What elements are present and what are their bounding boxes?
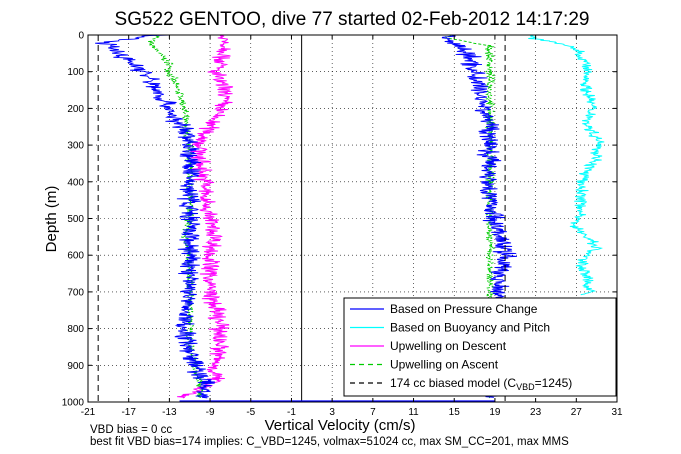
footer-line-1: VBD bias = 0 cc bbox=[90, 424, 172, 436]
legend-label: Upwelling on Descent bbox=[390, 339, 507, 353]
series-line-ascent bbox=[528, 34, 605, 296]
y-tick-label: 900 bbox=[67, 361, 84, 372]
grid bbox=[88, 35, 617, 402]
y-tick-label: 500 bbox=[67, 214, 84, 225]
series-line-descent bbox=[95, 34, 216, 399]
x-axis-label: Vertical Velocity (cm/s) bbox=[265, 417, 416, 434]
y-axis: 0 100 200 300 400 500 600 700 800 900 1000 bbox=[62, 31, 617, 409]
reference-lines bbox=[97, 35, 506, 402]
y-axis-label: Depth (m) bbox=[43, 186, 60, 253]
y-tick-label: 700 bbox=[67, 287, 84, 298]
legend-label: Upwelling on Ascent bbox=[390, 358, 499, 372]
legend-box bbox=[343, 297, 617, 397]
chart-title: SG522 GENTOO, dive 77 started 02-Feb-201… bbox=[115, 9, 590, 30]
x-tick-label: -1 bbox=[287, 407, 296, 418]
x-tick-label: 11 bbox=[408, 407, 419, 418]
x-tick-label: 7 bbox=[370, 407, 376, 418]
legend-label: 174 cc biased model (CVBD=1245) bbox=[390, 376, 572, 392]
series-line-descent bbox=[177, 34, 234, 399]
footer-line-2: best fit VBD bias=174 implies: C_VBD=124… bbox=[90, 436, 569, 448]
legend: Based on Pressure Change Based on Buoyanc… bbox=[343, 297, 617, 397]
y-tick-label: 1000 bbox=[62, 398, 85, 409]
x-tick-label: 3 bbox=[329, 407, 335, 418]
legend-label: Based on Pressure Change bbox=[390, 302, 538, 316]
x-tick-label: -5 bbox=[246, 407, 255, 418]
y-tick-label: 200 bbox=[67, 104, 84, 115]
x-tick-label: 31 bbox=[611, 407, 623, 418]
y-tick-label: 100 bbox=[67, 67, 84, 78]
legend-label: Based on Buoyancy and Pitch bbox=[390, 321, 550, 335]
y-tick-label: 0 bbox=[78, 31, 84, 42]
y-tick-label: 600 bbox=[67, 251, 84, 262]
x-tick-label: -21 bbox=[81, 407, 96, 418]
x-tick-label: 15 bbox=[449, 407, 461, 418]
x-tick-label: -17 bbox=[121, 407, 136, 418]
y-tick-label: 300 bbox=[67, 141, 84, 152]
x-tick-label: -9 bbox=[206, 407, 215, 418]
x-tick-label: 19 bbox=[489, 407, 501, 418]
x-tick-label: 27 bbox=[571, 407, 583, 418]
y-tick-label: 400 bbox=[67, 177, 84, 188]
y-tick-label: 800 bbox=[67, 324, 84, 335]
x-tick-label: 23 bbox=[530, 407, 542, 418]
x-tick-label: -13 bbox=[162, 407, 177, 418]
x-axis: -21 -17 -13 -9 -5 -1 3 7 11 15 19 23 27 31 bbox=[81, 35, 623, 418]
